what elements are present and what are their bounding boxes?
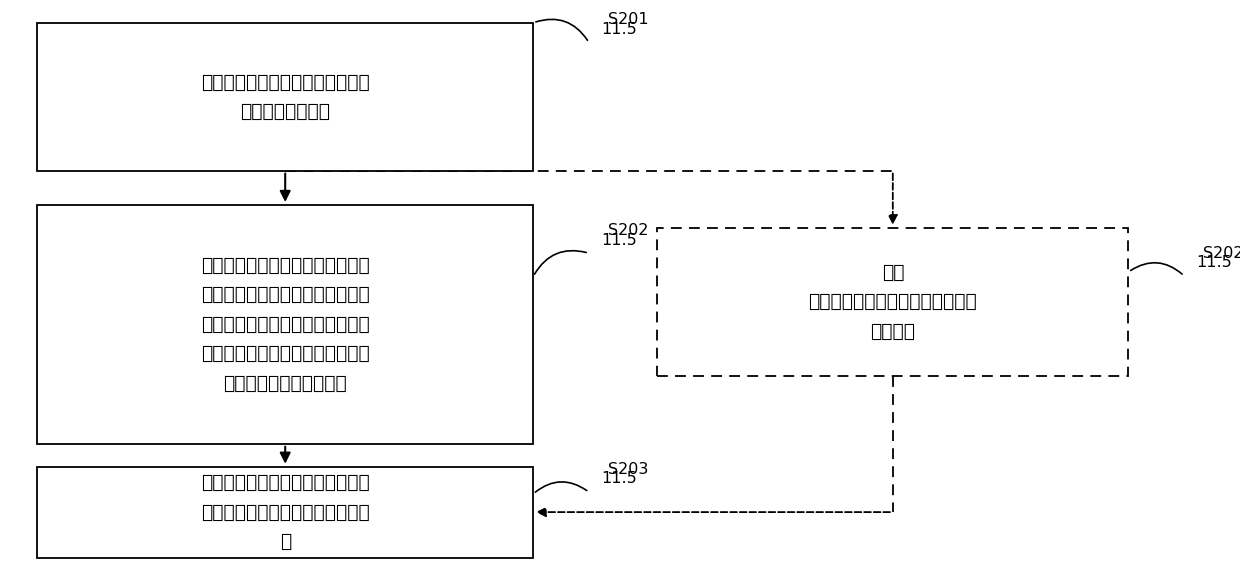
Text: S203: S203 — [608, 462, 649, 477]
Bar — [657, 228, 1128, 376]
Text: 通过
映射函数获得待检测数据的低维表
示数据集: 通过 映射函数获得待检测数据的低维表 示数据集 — [808, 262, 977, 341]
Text: S201: S201 — [608, 13, 649, 27]
Text: 根据所述待测校准数据集计算其标
准差和标准化残差，剔除所述待测
校准数据集中的噪声数据得到正常
数据集，并计算所述待测正常数据
集的待测低维表示数据集: 根据所述待测校准数据集计算其标 准差和标准化残差，剔除所述待测 校准数据集中的噪… — [201, 256, 370, 393]
Bar — [37, 205, 533, 444]
Text: 对待检测数据进行标准化处理，得
到待测校准数据集: 对待检测数据进行标准化处理，得 到待测校准数据集 — [201, 72, 370, 121]
Text: S202: S202 — [608, 223, 649, 238]
Bar — [37, 467, 533, 558]
Text: 11.5: 11.5 — [601, 22, 637, 37]
Text: 11.5: 11.5 — [601, 233, 637, 248]
Text: 根据故障多分类模型，采用投票法
获得所述待测数据集的故障判断类
型: 根据故障多分类模型，采用投票法 获得所述待测数据集的故障判断类 型 — [201, 473, 370, 551]
Bar — [37, 23, 533, 171]
Text: 11.5: 11.5 — [1197, 255, 1233, 270]
Text: 11.5: 11.5 — [601, 472, 637, 486]
Text: S202: S202 — [1203, 246, 1240, 261]
